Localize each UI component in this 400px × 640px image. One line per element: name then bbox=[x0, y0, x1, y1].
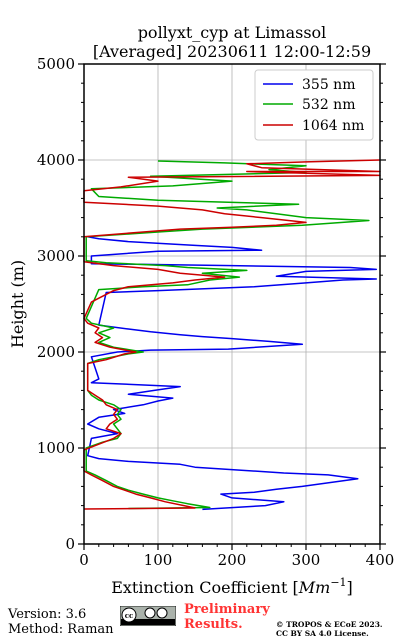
y-tick-label: 2000 bbox=[37, 343, 75, 361]
series-line-532-nm bbox=[85, 160, 370, 510]
x-tick-label: 400 bbox=[366, 551, 395, 569]
copyright-line2: CC BY SA 4.0 License. bbox=[276, 629, 369, 638]
legend-label-532: 532 nm bbox=[302, 97, 355, 113]
footer-version: Version: 3.6 bbox=[8, 607, 87, 622]
series-line-1064-nm bbox=[83, 159, 381, 510]
x-tick-label: 200 bbox=[218, 551, 247, 569]
legend-box bbox=[254, 69, 374, 141]
legend-label-1064: 1064 nm bbox=[302, 118, 364, 134]
preliminary-label-line2: Results. bbox=[184, 617, 243, 632]
x-axis-label-close: ] bbox=[347, 578, 353, 597]
chart-subtitle: [Averaged] 20230611 12:00-12:59 bbox=[93, 42, 371, 61]
series-lines bbox=[83, 159, 381, 511]
x-tick-label: 100 bbox=[144, 551, 173, 569]
legend-label-355: 355 nm bbox=[302, 77, 355, 93]
y-tick-label: 0 bbox=[65, 535, 75, 553]
x-tick-label: 300 bbox=[292, 551, 321, 569]
x-tick-label: 0 bbox=[79, 551, 89, 569]
cc-by-sa-logo: cc bbox=[120, 606, 176, 626]
chart-title: pollyxt_cyp at Limassol bbox=[138, 23, 327, 42]
y-tick-label: 5000 bbox=[37, 55, 75, 73]
legend: 355 nm 532 nm 1064 nm bbox=[254, 69, 374, 141]
copyright-line1: © TROPOS & ECoE 2023. bbox=[276, 620, 383, 629]
x-axis-unit-exponent: −1 bbox=[330, 576, 346, 589]
x-axis-unit: Mm bbox=[298, 578, 331, 597]
x-axis-label: Extinction Coefficient [Mm−1] bbox=[111, 576, 353, 597]
y-tick-label: 3000 bbox=[37, 247, 75, 265]
series-line-355-nm bbox=[86, 236, 378, 511]
extinction-profile-chart: pollyxt_cyp at Limassol [Averaged] 20230… bbox=[8, 23, 395, 597]
grid-lines bbox=[84, 64, 380, 544]
preliminary-label-line1: Preliminary bbox=[184, 602, 270, 617]
x-axis-label-text: Extinction Coefficient [ bbox=[111, 578, 299, 597]
footer-method: Method: Raman bbox=[8, 622, 114, 637]
y-tick-label: 4000 bbox=[37, 151, 75, 169]
svg-text:cc: cc bbox=[125, 611, 134, 620]
y-tick-label: 1000 bbox=[37, 439, 75, 457]
y-axis-label: Height (m) bbox=[8, 260, 27, 348]
